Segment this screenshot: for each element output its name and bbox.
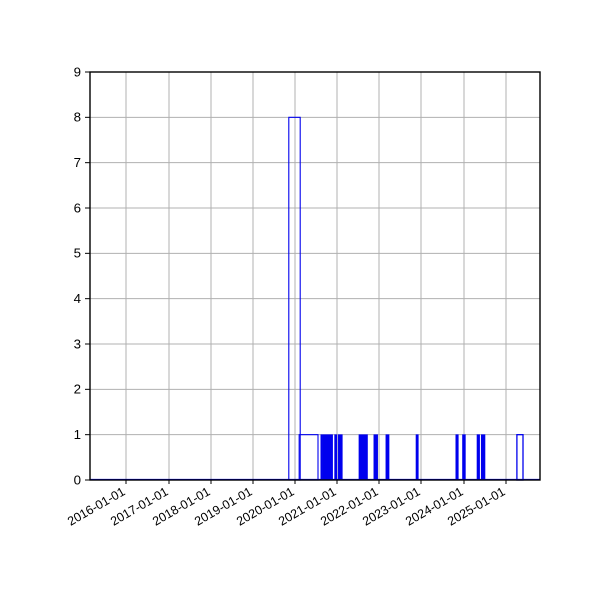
svg-text:3: 3 [74, 336, 81, 351]
svg-text:1: 1 [74, 427, 81, 442]
svg-text:9: 9 [74, 64, 81, 79]
svg-text:6: 6 [74, 200, 81, 215]
svg-text:4: 4 [74, 291, 81, 306]
svg-text:7: 7 [74, 155, 81, 170]
svg-text:2: 2 [74, 382, 81, 397]
svg-text:8: 8 [74, 110, 81, 125]
svg-text:0: 0 [74, 472, 81, 487]
svg-text:5: 5 [74, 246, 81, 261]
